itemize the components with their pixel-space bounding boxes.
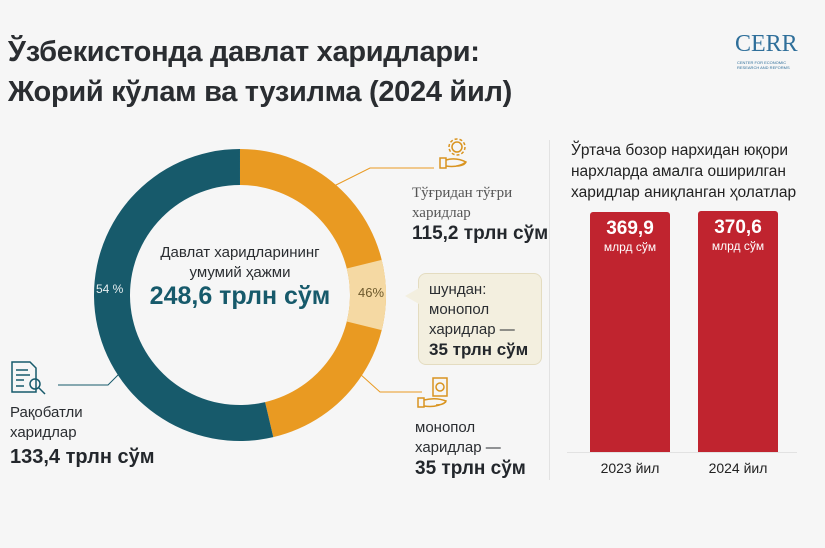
donut-slice-direct (240, 149, 386, 438)
monopoly-callout: шундан: монопол харидлар — 35 трлн сўм (405, 273, 542, 365)
bar-baseline (567, 452, 797, 453)
leader-line-competitive (58, 370, 123, 386)
cerr-logo: CERR (735, 31, 798, 57)
hand-gear-icon (439, 138, 468, 169)
hand-document-icon (417, 377, 448, 408)
percent-label-direct: 46% (358, 285, 385, 300)
document-search-icon (11, 361, 46, 395)
donut-chart (11, 138, 468, 442)
cerr-logo-subtitle: CENTER FOR ECONOMIC RESEARCH AND REFORMS (737, 60, 790, 70)
divider (549, 140, 550, 480)
bar-value-label: 370,6 (714, 217, 762, 239)
donut-center-label: Давлат харидларининг умумий ҳажми (160, 244, 320, 281)
leader-line-monopoly (359, 373, 422, 393)
donut-center-value: 248,6 трлн сўм (149, 282, 331, 310)
percent-label-competitive: 54 % (96, 282, 124, 296)
bar-2024: 370,6 млрд сўм (698, 211, 778, 452)
bar-value-label: 369,9 (606, 217, 654, 239)
bar-category-label: 2023 йил (600, 460, 660, 476)
competitive-purchases-label: Рақобатли харидлар 133,4 трлн сўм (10, 404, 155, 468)
page-title: Ўзбекистонда давлат харидлари: Жорий кўл… (8, 36, 512, 108)
direct-purchases-label: Тўғридан тўғри харидлар 115,2 трлн сўм (412, 185, 549, 244)
bar-chart-title: Ўртача бозор нархидан юқори нархларда ам… (571, 142, 797, 201)
leader-line-direct (319, 167, 434, 194)
donut-slice-competitive (93, 149, 274, 442)
bar-unit-label: млрд сўм (711, 239, 765, 254)
donut-subslice-monopoly (346, 259, 386, 331)
monopoly-purchases-label: монопол харидлар — 35 трлн сўм (415, 419, 526, 479)
bar-unit-label: млрд сўм (603, 239, 657, 254)
bar-category-label: 2024 йил (708, 460, 768, 476)
bar-2023: 369,9 млрд сўм (590, 211, 670, 452)
